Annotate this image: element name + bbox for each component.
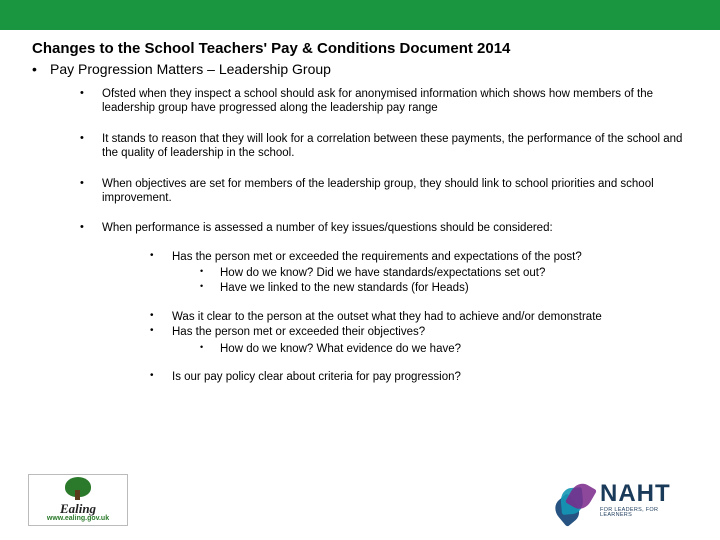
naht-name: NAHT xyxy=(600,482,692,506)
list-item-text: When objectives are set for members of t… xyxy=(102,178,654,204)
list-item: When objectives are set for members of t… xyxy=(80,177,688,206)
bullet-list-level3: How do we know? Did we have standards/ex… xyxy=(172,266,688,296)
list-item-text: Was it clear to the person at the outset… xyxy=(172,311,602,323)
naht-logo: NAHT FOR LEADERS, FOR LEARNERS xyxy=(552,472,692,528)
page-title: Changes to the School Teachers' Pay & Co… xyxy=(32,40,688,57)
top-bar xyxy=(0,0,720,30)
subtitle-text: Pay Progression Matters – Leadership Gro… xyxy=(50,61,331,77)
list-item-text: Ofsted when they inspect a school should… xyxy=(102,88,653,114)
bullet-glyph: • xyxy=(32,61,50,77)
naht-mark-icon xyxy=(552,479,594,521)
ealing-logo: Ealing www.ealing.gov.uk xyxy=(28,474,128,526)
tree-icon xyxy=(63,477,93,500)
list-item: When performance is assessed a number of… xyxy=(80,221,688,384)
list-item: It stands to reason that they will look … xyxy=(80,132,688,161)
list-item: Have we linked to the new standards (for… xyxy=(200,281,688,295)
ealing-name: Ealing xyxy=(60,502,96,515)
list-item: How do we know? What evidence do we have… xyxy=(200,342,688,356)
bullet-list-level3: How do we know? What evidence do we have… xyxy=(172,342,688,356)
footer-logos: Ealing www.ealing.gov.uk NAHT FOR LEADER… xyxy=(0,470,720,530)
ealing-url: www.ealing.gov.uk xyxy=(47,515,109,523)
list-item-text: Has the person met or exceeded their obj… xyxy=(172,326,425,338)
list-item: Has the person met or exceeded the requi… xyxy=(150,250,688,296)
list-item-text: When performance is assessed a number of… xyxy=(102,222,553,234)
list-item: How do we know? Did we have standards/ex… xyxy=(200,266,688,280)
list-item-text: Have we linked to the new standards (for… xyxy=(220,282,469,294)
list-item-text: How do we know? Did we have standards/ex… xyxy=(220,267,545,279)
subtitle-row: •Pay Progression Matters – Leadership Gr… xyxy=(32,61,688,77)
list-item: Was it clear to the person at the outset… xyxy=(150,310,688,324)
bullet-list-level2: Has the person met or exceeded the requi… xyxy=(102,250,688,385)
list-item-text: It stands to reason that they will look … xyxy=(102,133,682,159)
list-item-text: Is our pay policy clear about criteria f… xyxy=(172,371,461,383)
naht-text-block: NAHT FOR LEADERS, FOR LEARNERS xyxy=(600,482,692,519)
list-item: Is our pay policy clear about criteria f… xyxy=(150,370,688,384)
naht-tagline: FOR LEADERS, FOR LEARNERS xyxy=(600,508,692,519)
list-item-text: Has the person met or exceeded the requi… xyxy=(172,251,582,263)
list-item: Has the person met or exceeded their obj… xyxy=(150,325,688,356)
list-item: Ofsted when they inspect a school should… xyxy=(80,87,688,116)
slide-content: Changes to the School Teachers' Pay & Co… xyxy=(0,30,720,384)
list-item-text: How do we know? What evidence do we have… xyxy=(220,343,461,355)
bullet-list-level1: Ofsted when they inspect a school should… xyxy=(32,87,688,384)
